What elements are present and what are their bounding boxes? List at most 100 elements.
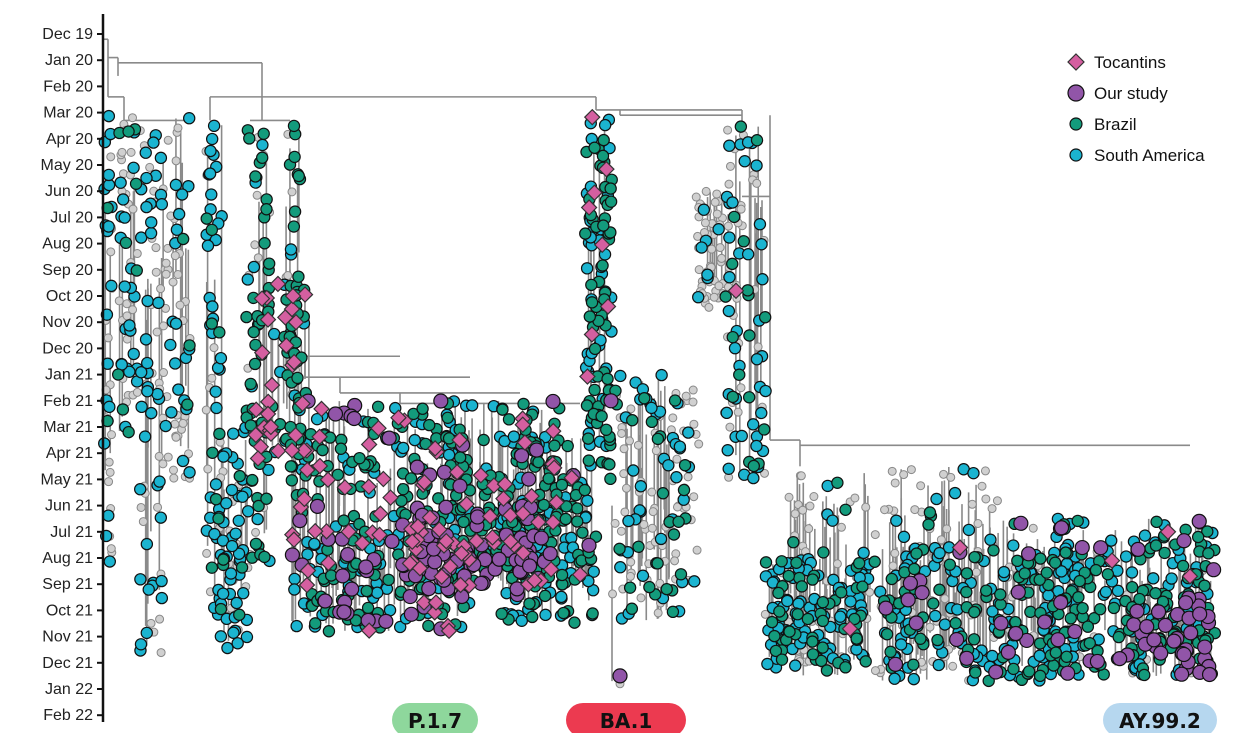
brazil-point [581,432,595,445]
south-america-point [967,466,980,480]
brazil-point [666,605,680,619]
tocantins-point [259,311,277,328]
background-sample-point [178,418,188,428]
our-study-point [521,558,538,574]
south-america-point [142,583,155,596]
our-study-point [1050,632,1066,648]
y-tick-label: Mar 21 [43,419,93,436]
south-america-point [210,401,223,415]
legend-marker [1069,148,1083,162]
brazil-point [1201,525,1214,538]
brazil-point [360,584,373,598]
south-america-point [144,226,158,240]
our-study-point [452,478,468,494]
our-study-point [887,656,904,672]
south-america-point [750,159,763,172]
brazil-point [907,658,920,671]
brazil-point [1011,554,1024,568]
south-america-point [183,466,196,479]
brazil-point [759,556,773,569]
our-study-point [378,613,394,629]
south-america-point [225,539,239,553]
south-america-point [288,572,301,586]
background-sample-point [987,504,997,514]
brazil-point [588,342,602,356]
south-america-point [695,241,708,254]
background-sample-point [804,524,814,534]
south-america-point [1125,566,1139,579]
south-america-point [894,638,908,651]
brazil-point [816,641,829,654]
tocantins-point [249,450,267,467]
our-study-point [1183,625,1199,641]
brazil-point [1089,563,1103,577]
brazil-point [233,608,246,621]
south-america-point [507,430,521,443]
south-america-point [1105,534,1118,547]
our-study-point [1060,665,1076,681]
brazil-point [292,169,305,183]
background-sample-point [153,502,163,512]
background-sample-point [796,471,806,481]
our-study-point [1157,617,1174,633]
tocantins-point [409,518,427,535]
brazil-point [457,515,470,529]
brazil-point [477,433,490,447]
south-america-point [688,575,701,588]
south-america-point [284,243,298,256]
background-sample-point [980,466,990,476]
brazil-point [453,451,467,464]
tocantins-point [583,108,601,126]
brazil-point [613,542,626,556]
our-study-point [292,513,308,529]
background-sample-point [159,368,169,378]
our-study-point [509,581,525,597]
background-sample-point [173,123,183,133]
background-sample-point [158,459,168,469]
brazil-point [726,257,739,271]
our-study-point [900,592,916,608]
background-sample-point [906,465,916,475]
our-study-point [403,606,419,622]
tocantins-point [313,400,330,418]
tocantins-point [583,326,601,343]
brazil-point [750,134,764,147]
south-america-point [236,490,249,503]
background-sample-point [899,470,909,480]
our-study-point [1000,644,1016,660]
background-sample-point [152,327,162,337]
tocantins-point [544,422,562,440]
tocantins-point [336,479,354,496]
our-study-point [908,615,924,631]
south-america-point [140,171,153,185]
south-america-point [1042,589,1055,602]
background-sample-point [887,466,897,476]
brazil-point [586,607,599,620]
tocantins-point [295,442,313,459]
our-study-point [1192,606,1208,622]
legend-marker-tocantins [1067,53,1085,71]
brazil-point [859,655,872,668]
south-america-point [929,609,942,623]
tocantins-point [437,532,455,550]
y-tick-label: Jun 21 [45,498,93,515]
south-america-point [145,406,158,420]
our-study-point [1176,533,1192,549]
background-sample-point [250,240,260,250]
background-sample-point [940,594,950,604]
y-tick-label: Dec 20 [42,340,93,357]
brazil-point [1158,546,1171,560]
south-america-point [141,294,154,308]
brazil-point [933,583,946,596]
background-sample-point [617,428,627,438]
brazil-point [597,219,610,232]
our-study-point [581,537,597,553]
brazil-point [576,526,589,539]
y-tick-label: Dec 19 [42,26,93,43]
background-sample-point [122,311,132,321]
south-america-point [176,454,190,468]
brazil-point [526,610,539,624]
south-america-point [746,418,760,431]
brazil-point [532,455,545,469]
brazil-point [632,540,645,554]
